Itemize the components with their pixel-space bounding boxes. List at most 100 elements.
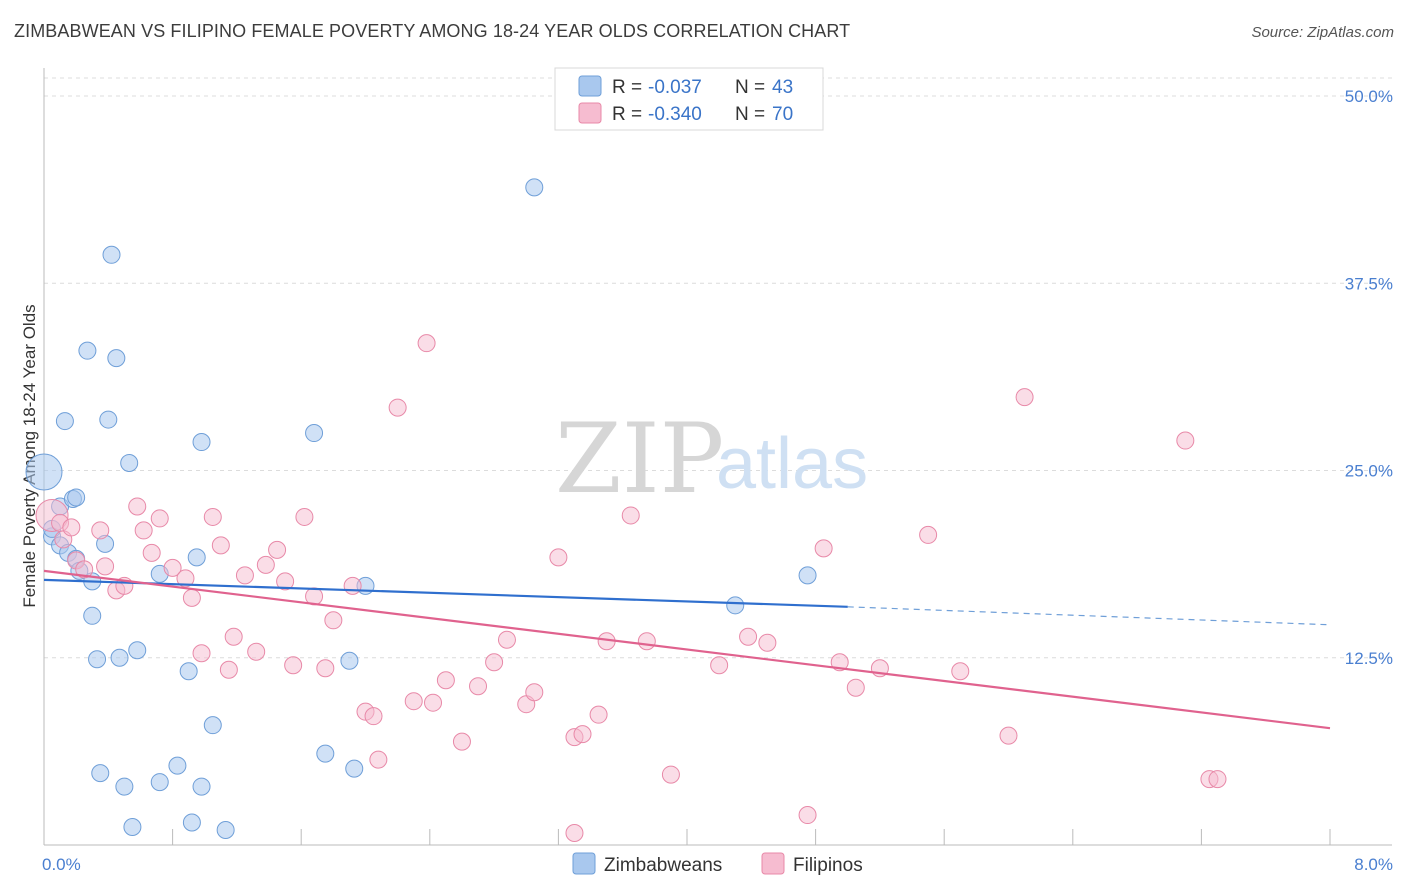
filipino-point [739, 627, 758, 646]
filipino-point [589, 705, 608, 724]
zimbabwean-point [78, 341, 97, 360]
filipino-point [452, 732, 471, 751]
filipino-point [163, 558, 182, 577]
filipino-point [128, 497, 147, 516]
filipino-point [1176, 431, 1195, 450]
legend-r-label-0: R = [612, 77, 642, 98]
filipino-point [388, 398, 407, 417]
bottom-legend-swatch-zimbabweans [572, 852, 596, 875]
bottom-legend-label-filipinos: Filipinos [793, 855, 863, 876]
zimbabwean-point [216, 821, 235, 840]
legend-n-value-0: 43 [772, 77, 793, 98]
zimbabwean-point [192, 433, 211, 452]
filipino-point [846, 678, 865, 697]
filipino-point [247, 642, 266, 661]
y-tick-label: 12.5% [1345, 649, 1393, 668]
watermark-atlas: atlas [716, 424, 868, 504]
legend: R = -0.037 N = 43 R = -0.340 N = 70 [554, 67, 824, 131]
zimbabwean-point [67, 488, 86, 507]
filipino-point [999, 726, 1018, 745]
filipino-point [565, 824, 584, 843]
legend-r-value-0: -0.037 [648, 77, 702, 98]
filipino-point [417, 334, 436, 353]
filipino-point [176, 569, 195, 588]
x-tick-label: 0.0% [42, 855, 81, 874]
zimbabwean-point [107, 349, 126, 368]
filipino-point [1015, 388, 1034, 407]
chart-title: ZIMBABWEAN VS FILIPINO FEMALE POVERTY AM… [14, 21, 851, 41]
zimbabwean-point [203, 716, 222, 735]
zimbabwean-point [345, 759, 364, 778]
zimbabwean-point [305, 424, 324, 443]
filipino-point [364, 707, 383, 726]
filipino-point [951, 662, 970, 681]
filipino-point [798, 806, 817, 825]
legend-r-label-1: R = [612, 104, 642, 125]
filipino-point [621, 506, 640, 525]
zimbabwean-point [192, 777, 211, 796]
trend-lines [43, 569, 1331, 730]
filipino-point [134, 521, 153, 540]
legend-n-value-1: 70 [772, 104, 793, 125]
bottom-legend-label-zimbabweans: Zimbabweans [604, 855, 722, 876]
zimbabwean-point [128, 641, 147, 660]
filipino-point [203, 507, 222, 526]
zimbabwean-point [726, 596, 745, 615]
y-tick-labels: 12.5% 25.0% 37.5% 50.0% [1345, 87, 1393, 668]
filipino-point [710, 656, 729, 675]
bottom-legend-swatch-filipinos [761, 852, 785, 875]
bottom-legend: Zimbabweans Filipinos [572, 852, 863, 876]
x-tick-label: 8.0% [1354, 855, 1393, 874]
zimbabwean-point [179, 662, 198, 681]
zimbabwean-point [83, 606, 102, 625]
zimbabwean-point [168, 756, 187, 775]
filipino-point [182, 588, 201, 607]
filipino-point [637, 632, 656, 651]
legend-r-value-1: -0.340 [648, 104, 702, 125]
filipino-point [235, 566, 254, 585]
zimbabwean-point [182, 813, 201, 832]
filipino-point [219, 660, 238, 679]
trend-line-filipinos [43, 569, 1331, 730]
zimbabwean-point [110, 648, 129, 667]
filipino-point [276, 572, 295, 591]
filipino-point [256, 555, 275, 574]
zimbabwean-point [340, 651, 359, 670]
filipino-point [211, 536, 230, 555]
trend-line-zimbabweans [43, 578, 848, 608]
filipino-point [150, 509, 169, 528]
watermark-zip: ZIP [555, 403, 724, 515]
zimbabwean-point [99, 410, 118, 429]
zimbabwean-point [120, 454, 139, 473]
filipino-point [295, 507, 314, 526]
filipino-point [369, 750, 388, 769]
legend-n-label-1: N = [735, 104, 765, 125]
zimbabwean-point [123, 818, 142, 837]
zimbabwean-point [25, 453, 63, 491]
filipino-point [661, 765, 680, 784]
filipino-point [75, 560, 94, 579]
zimbabwean-point [798, 566, 817, 585]
zimbabwean-point [102, 245, 121, 264]
filipino-point [316, 659, 335, 678]
filipino-point [525, 683, 544, 702]
zimbabwean-point [88, 650, 107, 669]
source-label: Source: ZipAtlas.com [1251, 24, 1394, 41]
filipino-point [549, 548, 568, 567]
filipino-point [1208, 770, 1227, 789]
filipino-point [485, 653, 504, 672]
zimbabwean-point [115, 777, 134, 796]
y-tick-label: 37.5% [1345, 274, 1393, 293]
filipino-point [284, 656, 303, 675]
filipino-point [469, 677, 488, 696]
zimbabwean-point [150, 773, 169, 792]
legend-n-label-0: N = [735, 77, 765, 98]
filipino-point [224, 627, 243, 646]
filipino-point [497, 630, 516, 649]
filipino-point [830, 653, 849, 672]
series-filipinos [35, 334, 1227, 843]
zimbabwean-point [187, 548, 206, 567]
x-tick-labels: 0.0% 8.0% [42, 855, 1393, 874]
filipino-point [324, 611, 343, 630]
